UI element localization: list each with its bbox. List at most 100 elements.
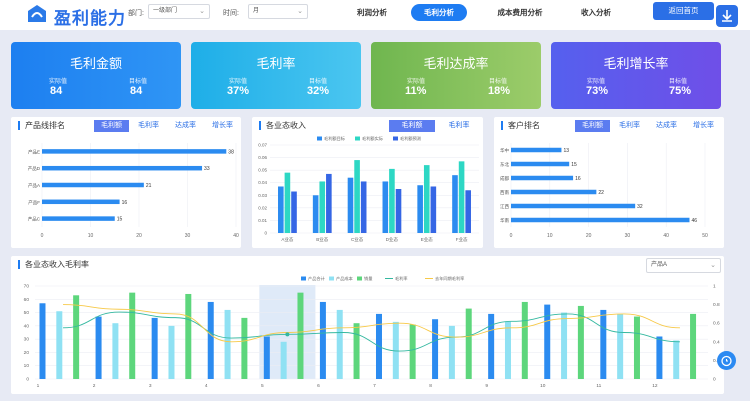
bar [263,336,270,379]
tab-gross-margin[interactable]: 毛利率 [619,122,640,129]
bar [42,182,144,188]
bar [504,321,511,379]
business-revenue-panel: 各业态收入 毛利额 毛利率 毛利额目标 毛利额实际 毛利额预测 0 0.01 0.02 0.… [252,117,483,248]
tab-gross-profit[interactable]: 毛利额 [94,120,129,132]
bar [511,147,562,153]
x-tick-label: 10 [540,383,546,389]
legend-label: 毛利率 [395,275,408,282]
kpi-target-value: 75% [669,85,692,97]
data-label: 16 [575,176,581,182]
kpi-target-value: 32% [307,85,330,97]
legend-label: 去年同期毛利率 [435,275,464,282]
alarm-button[interactable] [717,351,736,370]
y-tick-label: 华中 [500,147,509,154]
tab-cost-analysis[interactable]: 成本费用分析 [497,8,543,17]
y-tick-label: 0.03 [258,193,267,198]
bar [42,199,120,205]
bar [151,317,158,379]
data-label: 22 [598,190,604,196]
kpi-actual-label: 实际值 [407,79,426,85]
product-ranking-chart: 0 10 20 30 40 产品E 38 产品D 33 产品A 21 产品F 16 产品C 15 [28,143,239,239]
time-select[interactable]: 月 ⌄ [248,4,308,19]
y-tick-label: 产品C [28,216,41,223]
bar [673,340,680,379]
bar [241,317,248,379]
highlight-point [285,332,290,337]
x-tick-label: 20 [136,233,142,239]
x-tick-label: B业态 [316,236,329,242]
bar [42,216,115,221]
x-tick-label: F业态 [456,236,468,242]
legend-swatch [317,136,322,141]
bar [336,309,343,379]
bar [291,191,297,233]
kpi-actual-label: 实际值 [229,79,248,85]
bar [511,189,597,195]
tab-profit-analysis[interactable]: 利润分析 [357,8,387,17]
bar [417,185,423,233]
data-label: 16 [122,200,128,206]
y-tick-label: 20 [24,350,30,356]
download-button[interactable] [716,5,738,27]
kpi-target-value: 84 [130,85,143,97]
bar [448,325,455,379]
x-tick-label: 0 [41,233,44,239]
y-tick-label: 产品A [28,182,40,189]
kpi-gross-profit: 毛利金额 实际值 84 目标值 84 [11,42,181,109]
y-tick-label: 30 [24,337,30,343]
y-tick-label: 东北 [500,161,509,168]
y-tick-label: 50 [24,310,30,316]
tab-gross-margin[interactable]: 毛利率 [138,122,159,129]
bar [633,316,640,379]
legend-label: 销量 [364,275,372,282]
x-tick-label: A业态 [281,236,294,242]
data-label: 13 [563,148,569,154]
tab-gross-margin[interactable]: 毛利率 [448,122,470,129]
y-tick-label: 产品E [28,148,40,155]
tab-achievement[interactable]: 达成率 [175,122,196,129]
product-select[interactable]: 产品A ⌄ [646,258,721,273]
bar [73,295,80,379]
x-tick-label: 9 [485,383,488,389]
bar [432,319,439,379]
x-tick-label: 12 [652,383,658,389]
y-tick-label: 成都 [500,175,509,182]
kpi-actual-value: 11% [405,85,427,97]
bar [312,195,319,233]
tab-gross-profit[interactable]: 毛利额 [575,120,610,132]
tab-gross-profit-analysis[interactable]: 毛利分析 [411,4,467,21]
back-home-button[interactable]: 返回首页 [653,2,714,20]
kpi-title: 毛利增长率 [603,56,669,71]
x-tick-label: 0 [510,233,513,239]
bar [129,292,136,379]
y-tick-label: 产品D [28,165,41,172]
y-tick-label: 40 [24,323,30,329]
tab-growth[interactable]: 增长率 [212,122,233,129]
tab-growth[interactable]: 增长率 [693,122,714,129]
bar [617,313,624,379]
bar [458,161,465,233]
x-tick-label: 7 [373,383,376,389]
bar [112,323,119,379]
kpi-title: 毛利金额 [69,56,122,71]
legend-label: 产品合计 [308,275,325,282]
bar [690,313,697,379]
tab-revenue-analysis[interactable]: 收入分析 [581,8,611,17]
panel-title: 各业态收入毛利率 [18,260,89,269]
bar [392,321,399,379]
tab-achievement[interactable]: 达成率 [656,122,677,129]
bar [656,336,663,379]
x-tick-label: E业态 [421,236,434,242]
bar [511,203,636,209]
product-ranking-panel: 产品线排名 毛利额 毛利率 达成率 增长率 0 10 20 30 40 产品E 38 产品D 3… [11,117,241,248]
tab-gross-profit[interactable]: 毛利额 [389,120,435,132]
y-tick-label: 0.05 [258,168,267,173]
chevron-down-icon: ⌄ [199,8,205,15]
alarm-clock-icon [721,355,732,367]
y-tick-label: 0 [26,377,29,383]
dept-select[interactable]: 一级部门 ⌄ [148,4,210,19]
x-tick-label: 2 [93,383,96,389]
y2-tick-label: 0 [713,377,716,383]
bar [544,304,551,379]
legend-swatch [301,276,306,281]
